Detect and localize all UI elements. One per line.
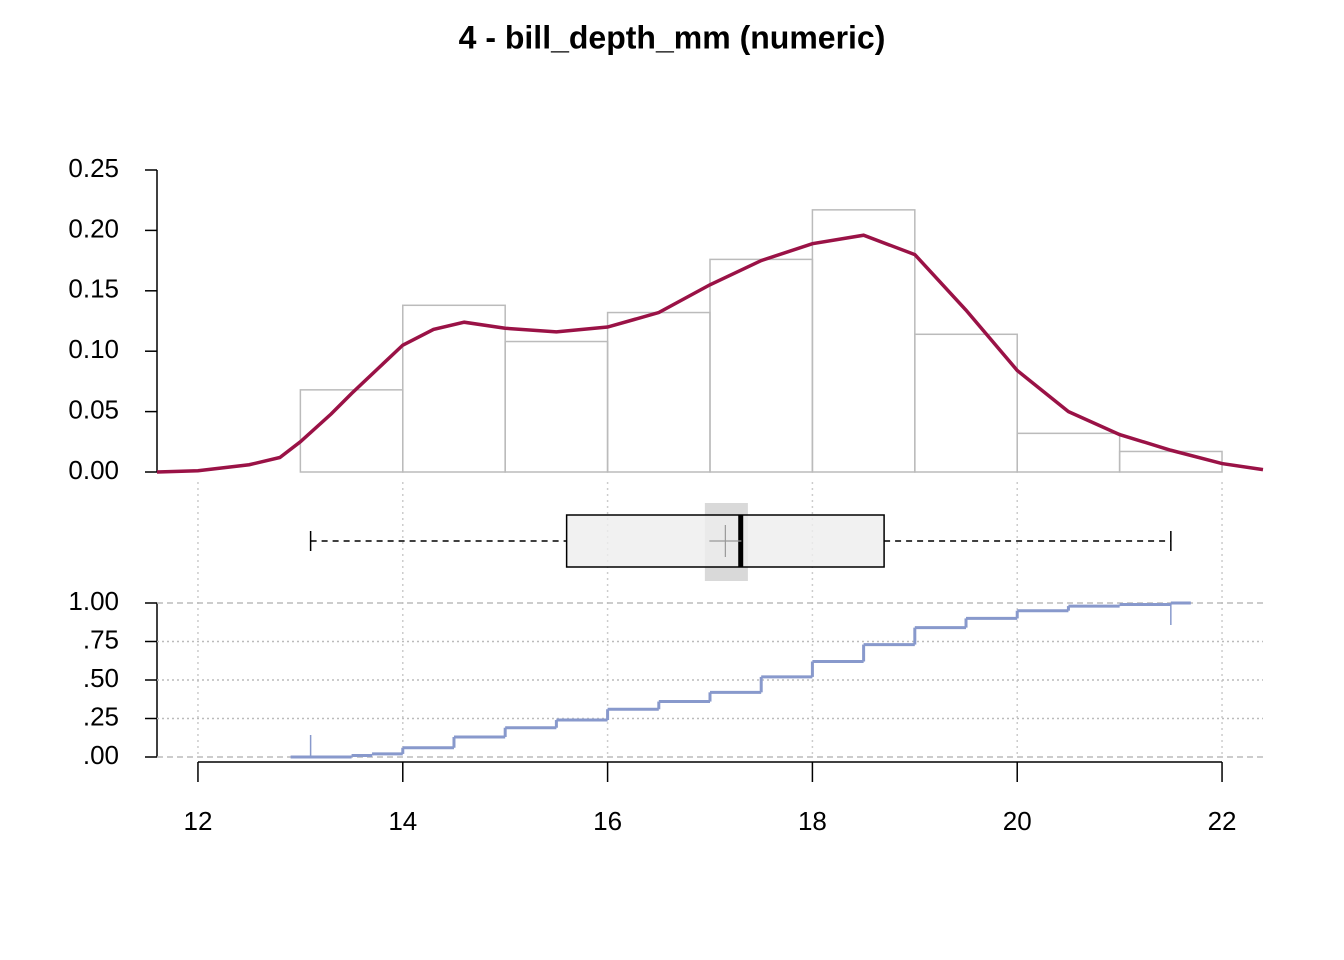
x-tick-label: 14 bbox=[388, 806, 417, 836]
histogram-bar bbox=[299, 389, 404, 473]
histogram-bar bbox=[504, 340, 609, 473]
x-tick-label: 18 bbox=[798, 806, 827, 836]
x-tick-label: 20 bbox=[1003, 806, 1032, 836]
y-tick-label: 0.00 bbox=[68, 455, 119, 485]
y-tick-label: 0.25 bbox=[68, 153, 119, 183]
histogram-bar bbox=[709, 258, 814, 473]
y-tick-label: .25 bbox=[83, 701, 119, 731]
histogram-bar bbox=[1016, 432, 1121, 473]
y-tick-label: .50 bbox=[83, 663, 119, 693]
y-tick-label: 1.00 bbox=[68, 586, 119, 616]
histogram-bar bbox=[914, 333, 1018, 473]
x-tick-label: 16 bbox=[593, 806, 622, 836]
histogram-bar bbox=[606, 311, 711, 473]
density-line bbox=[156, 233, 1264, 474]
y-tick-label: 0.05 bbox=[68, 394, 119, 424]
x-tick-label: 22 bbox=[1208, 806, 1237, 836]
y-tick-label: .00 bbox=[83, 740, 119, 770]
y-tick-label: 0.15 bbox=[68, 274, 119, 304]
y-tick-label: 0.10 bbox=[68, 334, 119, 364]
x-tick-label: 12 bbox=[184, 806, 213, 836]
histogram-bar bbox=[402, 304, 506, 473]
chart-title: 4 - bill_depth_mm (numeric) bbox=[459, 19, 886, 55]
y-tick-label: .75 bbox=[83, 624, 119, 654]
histogram-bar bbox=[1118, 450, 1223, 473]
y-tick-label: 0.20 bbox=[68, 213, 119, 243]
